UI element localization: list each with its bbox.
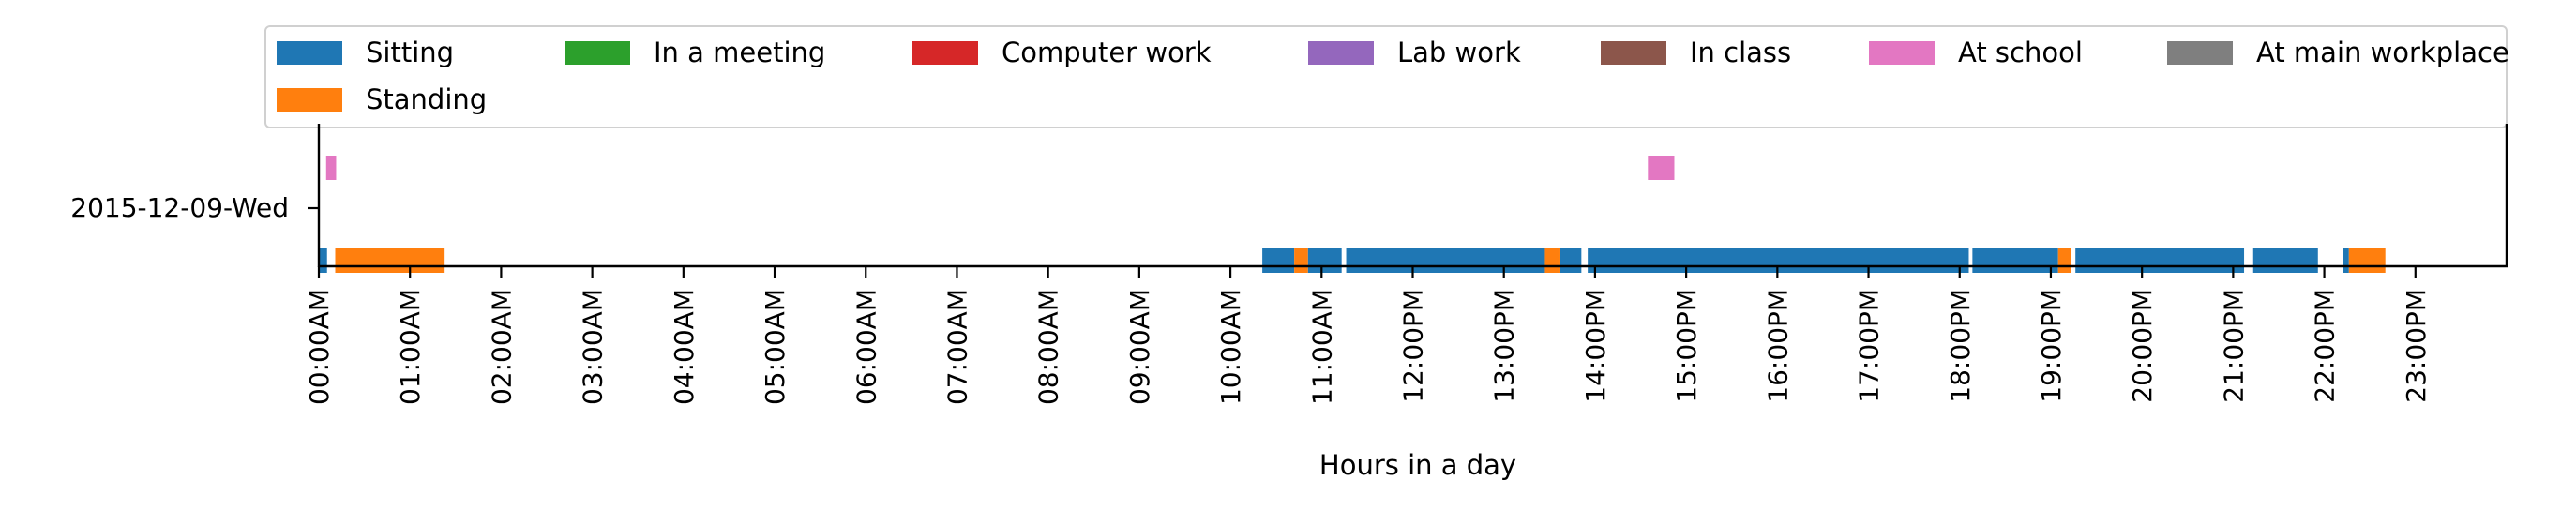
legend-frame (264, 25, 2508, 128)
x-tick-label: 01:00AM (395, 289, 426, 405)
segment-at-school-1 (1648, 156, 1675, 180)
legend-swatch-in-class (1601, 41, 1666, 65)
segment-sitting-5 (1559, 248, 1582, 273)
x-tick-label: 10:00AM (1215, 289, 1246, 405)
x-axis-label: Hours in a day (1319, 449, 1516, 481)
segment-at-school-0 (325, 156, 337, 180)
x-tick-label: 15:00PM (1671, 289, 1702, 403)
x-tick-label: 18:00PM (1945, 289, 1976, 403)
x-tick-label: 12:00PM (1398, 289, 1429, 403)
segment-standing-2 (1544, 248, 1560, 273)
legend: Sitting In a meeting Computer work Lab work… (264, 25, 2509, 128)
legend-swatch-at-school (1869, 41, 1935, 65)
legend-label-at-school: At school (1958, 37, 2083, 68)
legend-label-standing: Standing (366, 83, 487, 115)
legend-swatch-sitting (277, 41, 342, 65)
legend-label-sitting: Sitting (366, 37, 454, 68)
segment-sitting-8 (2075, 248, 2245, 273)
x-tick-label: 00:00AM (304, 289, 335, 405)
y-tick-label: 2015-12-09-Wed (70, 192, 289, 223)
segment-sitting-2 (1262, 248, 1295, 273)
x-tick-label: 19:00PM (2036, 289, 2067, 403)
x-tick-label: 02:00AM (486, 289, 517, 405)
x-tick-label: 08:00AM (1033, 289, 1064, 405)
x-tick-label: 20:00PM (2127, 289, 2158, 403)
segment-sitting-9 (2252, 248, 2318, 273)
legend-label-in-a-meeting: In a meeting (654, 37, 825, 68)
x-tick-label: 22:00PM (2310, 289, 2341, 403)
x-tick-label: 03:00AM (578, 289, 609, 405)
x-tick-label: 05:00AM (760, 289, 791, 405)
segment-standing-1 (1294, 248, 1308, 273)
legend-swatch-computer-work (912, 41, 978, 65)
x-tick-label: 21:00PM (2218, 289, 2249, 403)
x-tick-label: 06:00AM (851, 289, 881, 405)
x-tick-label: 17:00PM (1854, 289, 1885, 403)
legend-label-at-main-workplace: At main workplace (2256, 37, 2509, 68)
x-tick-label: 14:00PM (1580, 289, 1611, 403)
segment-sitting-10 (2343, 248, 2349, 273)
x-tick-label: 16:00PM (1762, 289, 1793, 403)
segment-sitting-3 (1307, 248, 1342, 273)
plot-area: 00:00AM 01:00AM 02:00AM 03:00AM 04:00AM 05:00… (304, 124, 2508, 405)
x-tick-label: 04:00AM (669, 289, 700, 405)
segment-sitting-4 (1346, 248, 1545, 273)
legend-label-lab-work: Lab work (1397, 37, 1521, 68)
segment-standing-3 (2057, 248, 2071, 273)
legend-swatch-standing (277, 88, 342, 112)
legend-swatch-in-a-meeting (565, 41, 630, 65)
x-tick-label: 13:00PM (1489, 289, 1520, 403)
segment-standing-0 (335, 248, 445, 273)
segment-sitting-0 (319, 248, 327, 273)
legend-label-in-class: In class (1690, 37, 1791, 68)
legend-swatch-at-main-workplace (2167, 41, 2233, 65)
legend-swatch-lab-work (1308, 41, 1374, 65)
legend-label-computer-work: Computer work (1002, 37, 1212, 68)
segment-standing-4 (2348, 248, 2386, 273)
x-tick-label: 07:00AM (942, 289, 972, 405)
x-tick-label: 23:00PM (2401, 289, 2432, 403)
x-tick-label: 11:00AM (1306, 289, 1337, 405)
segment-sitting-7 (1972, 248, 2058, 273)
x-tick-label: 09:00AM (1124, 289, 1155, 405)
